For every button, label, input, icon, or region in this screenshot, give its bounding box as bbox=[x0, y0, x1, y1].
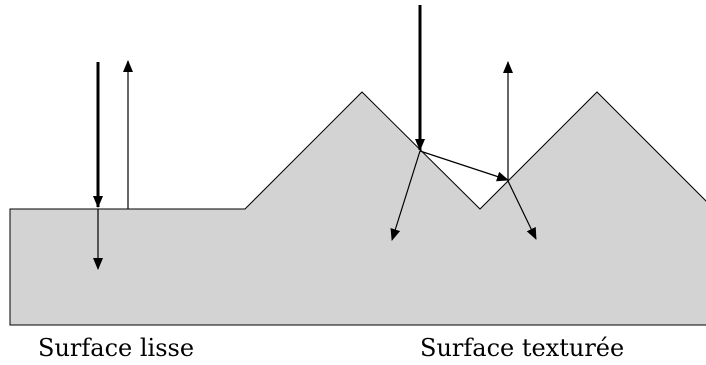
substrate-shape bbox=[9, 91, 706, 326]
textured-transmitted-ray-2 bbox=[507, 180, 537, 240]
smooth-surface-caption: Surface lisse bbox=[38, 334, 195, 362]
textured-surface-caption: Surface texturée bbox=[420, 334, 625, 362]
textured-reflected-ray-to-facet bbox=[419, 150, 509, 182]
textured-transmitted-ray-1 bbox=[390, 150, 421, 241]
